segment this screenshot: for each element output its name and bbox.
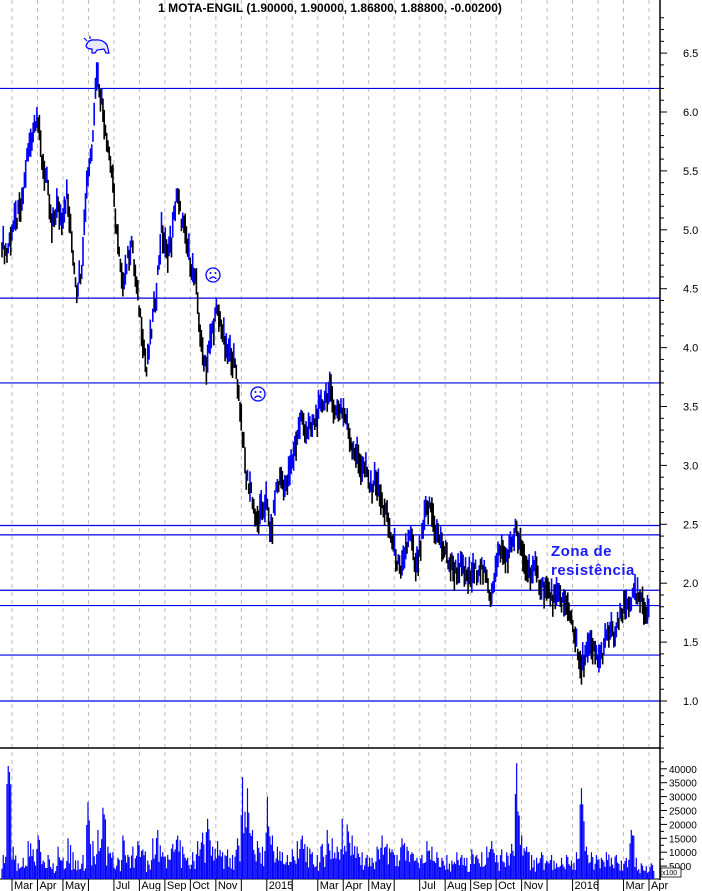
month-label: Mar bbox=[14, 880, 33, 891]
sad-face-eye bbox=[214, 272, 217, 274]
price-tick-label: 5.5 bbox=[683, 166, 698, 178]
volume-tick-label: 20000 bbox=[669, 820, 697, 831]
month-label: Mar bbox=[320, 880, 339, 891]
month-label: Jul bbox=[116, 880, 130, 891]
price-tick-label: 4.0 bbox=[683, 343, 698, 355]
month-label: Apr bbox=[345, 880, 362, 891]
annotation-line-1: Zona de bbox=[551, 543, 613, 560]
price-tick-label: 2.0 bbox=[683, 578, 698, 590]
price-tick-label: 3.5 bbox=[683, 402, 698, 414]
annotation-line-2: resistência bbox=[551, 562, 635, 579]
volume-tick-label: 10000 bbox=[669, 848, 697, 859]
volume-tick-label: 25000 bbox=[669, 807, 697, 818]
price-tick-label: 3.0 bbox=[683, 460, 698, 472]
volume-tick-label: 30000 bbox=[669, 793, 697, 804]
sad-face-icon bbox=[250, 386, 266, 402]
sad-face-mouth bbox=[209, 276, 217, 280]
sad-face-eye bbox=[259, 391, 262, 393]
sad-face-eye bbox=[254, 391, 257, 393]
bull-icon bbox=[83, 36, 110, 54]
month-label: 2015 bbox=[269, 880, 293, 891]
month-label: Oct bbox=[192, 880, 209, 891]
sad-face-eye bbox=[209, 272, 212, 274]
price-tick-label: 6.0 bbox=[683, 107, 698, 119]
volume-tick-label: 35000 bbox=[669, 779, 697, 790]
sad-face-outline bbox=[250, 386, 266, 402]
month-label: May bbox=[371, 880, 392, 891]
price-tick-label: 1.5 bbox=[683, 637, 698, 649]
month-label: Oct bbox=[498, 880, 515, 891]
price-tick-label: 4.5 bbox=[683, 284, 698, 296]
month-label: Sep bbox=[167, 880, 187, 891]
sad-face-icon bbox=[205, 267, 221, 283]
month-label: May bbox=[65, 880, 86, 891]
month-label: Apr bbox=[651, 880, 668, 891]
price-tick-label: 2.5 bbox=[683, 519, 698, 531]
volume-unit-label: x100 bbox=[662, 870, 677, 877]
month-label: Sep bbox=[473, 880, 493, 891]
volume-tick-label: 15000 bbox=[669, 834, 697, 845]
chart-title: 1 MOTA-ENGIL (1.90000, 1.90000, 1.86800,… bbox=[158, 1, 502, 15]
sad-face-mouth bbox=[254, 395, 262, 399]
month-label: Aug bbox=[447, 880, 467, 891]
month-label: Aug bbox=[141, 880, 161, 891]
bull-body bbox=[85, 39, 110, 54]
price-tick-label: 1.0 bbox=[683, 696, 698, 708]
bull-horns bbox=[83, 36, 91, 42]
month-label: Nov bbox=[524, 880, 544, 891]
volume-tick-label: 40000 bbox=[669, 765, 697, 776]
month-label: 2016 bbox=[575, 880, 599, 891]
volume-tick-label: 5000 bbox=[669, 862, 692, 873]
month-label: Apr bbox=[39, 880, 56, 891]
volume-unit-box bbox=[660, 867, 682, 878]
price-tick-label: 5.0 bbox=[683, 225, 698, 237]
month-label: Mar bbox=[626, 880, 645, 891]
price-tick-label: 6.5 bbox=[683, 48, 698, 60]
month-label: Nov bbox=[218, 880, 238, 891]
resistance-annotation: Zona de resistência bbox=[551, 542, 635, 580]
month-label: Jul bbox=[422, 880, 436, 891]
sad-face-outline bbox=[205, 267, 221, 283]
